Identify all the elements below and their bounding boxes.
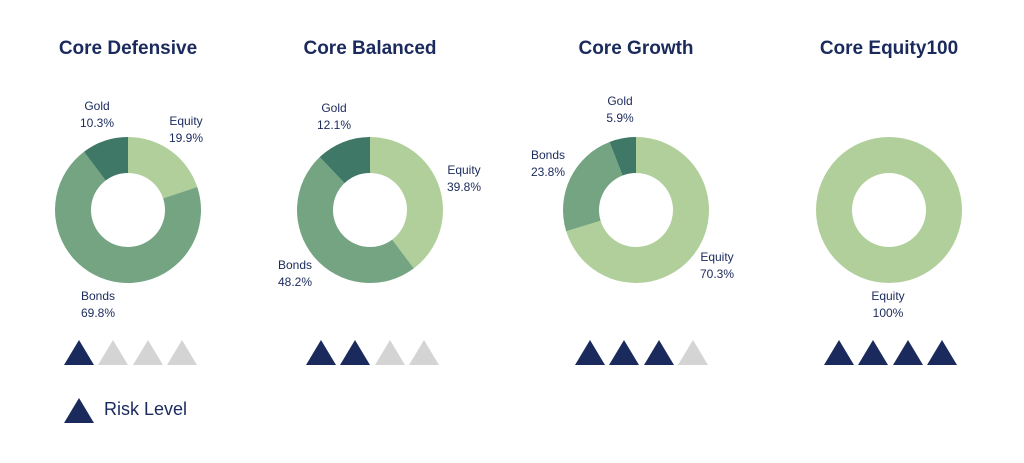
slice-label-gold: Gold 10.3% [80,98,114,132]
slice-label-bonds: Bonds 48.2% [278,257,312,291]
risk-triangle-empty-icon [167,340,197,365]
slice-label-equity: Equity 100% [871,288,904,322]
risk-triangle-empty-icon [133,340,163,365]
slice-label-name: Equity [447,163,481,177]
chart-title: Core Equity100 [819,38,959,59]
risk-triangle-icon [64,398,94,423]
risk-triangle-filled-icon [609,340,639,365]
risk-triangle-filled-icon [927,340,957,365]
slice-label-percent: 48.2% [277,275,313,289]
slice-label-name: Equity [700,250,734,264]
risk-triangle-filled-icon [575,340,605,365]
slice-label-percent: 10.3% [79,116,115,130]
risk-level-indicator [0,340,256,366]
slice-label-gold: Gold 5.9% [606,93,633,127]
slice-label-name: Bonds [530,148,566,162]
slice-bonds [563,141,623,232]
slice-gold [83,137,128,181]
slice-label-equity: Equity 39.8% [447,162,481,196]
donut-chart [296,137,444,284]
slice-label-equity: Equity 70.3% [700,249,734,283]
slice-label-name: Gold [84,99,110,113]
slice-label-percent: 12.1% [316,118,352,132]
risk-triangle-filled-icon [893,340,923,365]
chart-title: Core Growth [578,38,694,59]
donut-chart [816,137,962,283]
slice-label-percent: 70.3% [699,267,735,281]
portfolio-panel-core-balanced: Core Balanced Equity 39.8% Bonds 48.2% Gold 12… [242,0,498,380]
slice-equity [370,137,444,269]
slice-label-percent: 69.8% [80,306,116,320]
slice-label-name: Equity [169,114,203,128]
slice-label-percent: 5.9% [606,111,634,125]
chart-title: Core Defensive [58,38,198,59]
risk-level-indicator [242,340,498,366]
portfolio-panel-core-growth: Core Growth Equity 70.3% Bonds 23.8% Gold 5.9% [508,0,764,380]
slice-label-bonds: Bonds 69.8% [81,288,115,322]
risk-triangle-filled-icon [644,340,674,365]
slice-bonds [54,151,201,283]
slice-gold [319,137,370,184]
slice-label-percent: 19.9% [168,131,204,145]
slice-label-bonds: Bonds 23.8% [531,147,565,181]
slice-gold [609,137,636,176]
slice-equity [128,137,198,199]
slice-bonds [296,157,414,284]
risk-triangle-empty-icon [409,340,439,365]
chart-title: Core Balanced [303,38,437,59]
slice-label-percent: 100% [872,306,904,320]
slice-label-percent: 39.8% [446,180,482,194]
risk-triangle-filled-icon [824,340,854,365]
slice-equity [566,137,709,283]
donut-chart [54,137,201,283]
slice-label-name: Bonds [80,289,116,303]
slice-label-name: Gold [607,94,633,108]
slice-label-gold: Gold 12.1% [317,100,351,134]
portfolio-panel-core-equity100: Core Equity100 Equity 100% [761,0,1017,380]
slice-label-name: Bonds [277,258,313,272]
risk-triangle-filled-icon [858,340,888,365]
risk-legend-label: Risk Level [104,399,188,419]
risk-level-indicator [508,340,764,366]
risk-triangle-empty-icon [678,340,708,365]
slice-label-name: Equity [871,289,905,303]
slice-label-equity: Equity 19.9% [169,113,203,147]
slice-label-name: Gold [321,101,347,115]
risk-level-indicator [761,340,1017,366]
slice-equity [816,137,962,283]
risk-triangle-filled-icon [340,340,370,365]
donut-chart [563,137,709,283]
risk-triangle-filled-icon [306,340,336,365]
risk-triangle-empty-icon [375,340,405,365]
portfolio-panel-core-defensive: Core Defensive Equity 19.9% Bonds 69.8% Gold 1… [0,0,256,380]
risk-triangle-empty-icon [98,340,128,365]
slice-label-percent: 23.8% [530,165,566,179]
risk-triangle-filled-icon [64,340,94,365]
